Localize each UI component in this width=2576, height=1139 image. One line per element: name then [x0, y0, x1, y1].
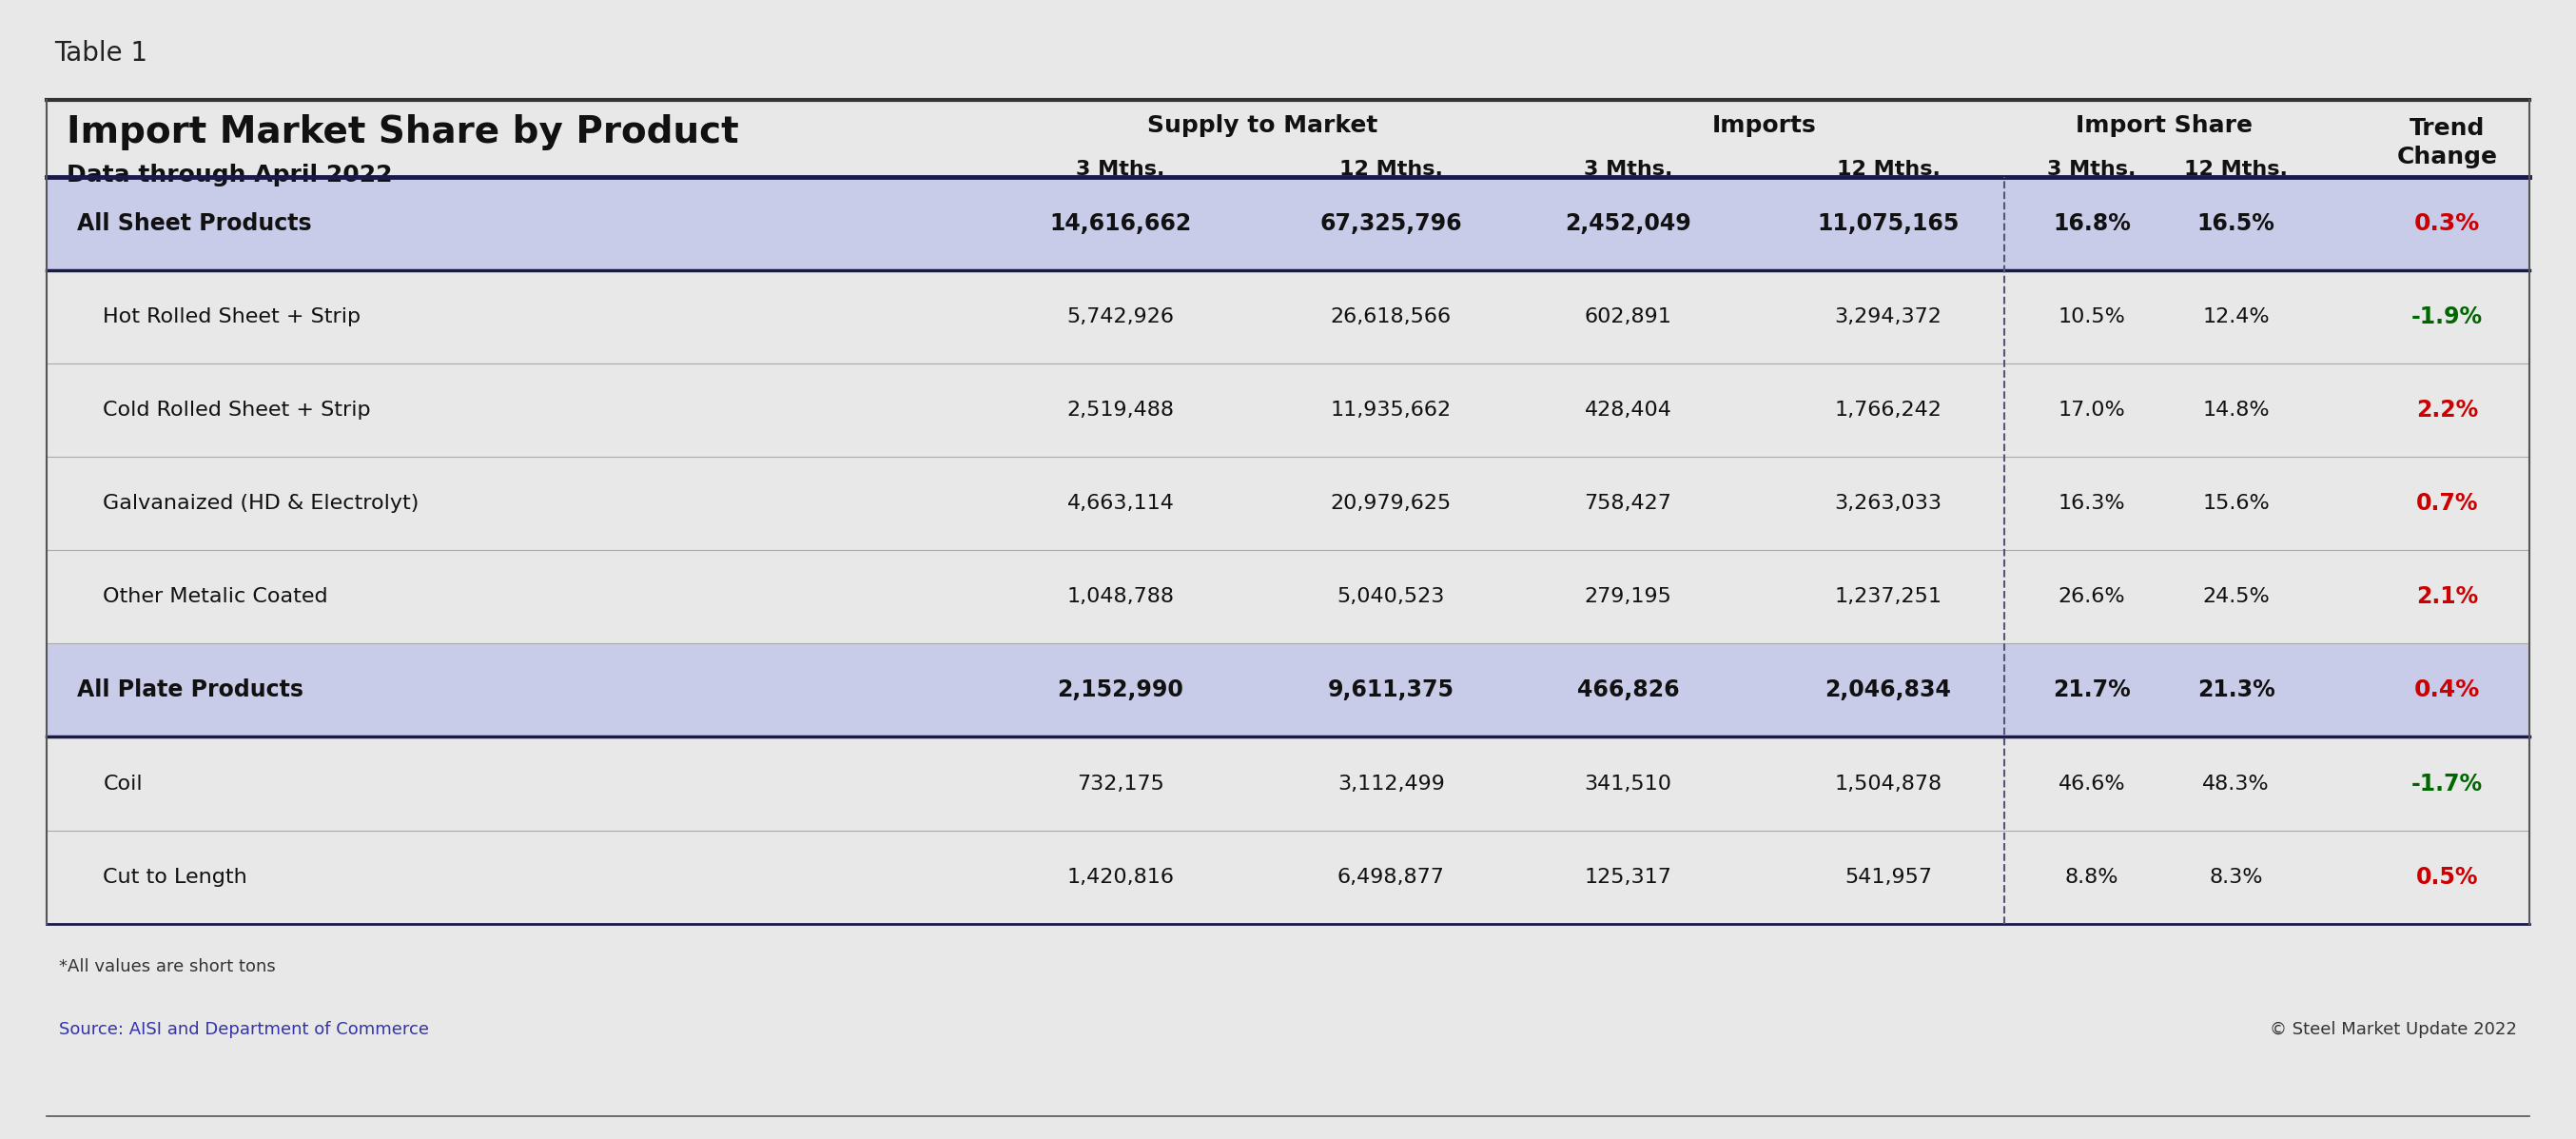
- Text: 16.8%: 16.8%: [2053, 212, 2130, 235]
- Text: Cut to Length: Cut to Length: [103, 868, 247, 886]
- Text: 16.3%: 16.3%: [2058, 494, 2125, 513]
- Text: 10.5%: 10.5%: [2058, 308, 2125, 326]
- Text: 0.5%: 0.5%: [2416, 866, 2478, 888]
- Bar: [46, 457, 2530, 550]
- Text: 2,046,834: 2,046,834: [1824, 679, 1953, 702]
- Text: 21.3%: 21.3%: [2197, 679, 2275, 702]
- Text: 3,294,372: 3,294,372: [1834, 308, 1942, 326]
- Text: 4,663,114: 4,663,114: [1066, 494, 1175, 513]
- Text: 1,504,878: 1,504,878: [1834, 775, 1942, 793]
- Text: 5,742,926: 5,742,926: [1066, 308, 1175, 326]
- Text: 1,766,242: 1,766,242: [1834, 401, 1942, 419]
- Text: 26,618,566: 26,618,566: [1332, 308, 1450, 326]
- Text: 1,048,788: 1,048,788: [1066, 588, 1175, 606]
- Text: 1,237,251: 1,237,251: [1834, 588, 1942, 606]
- Text: All Plate Products: All Plate Products: [77, 679, 304, 702]
- Text: 3,112,499: 3,112,499: [1337, 775, 1445, 793]
- Text: 12.4%: 12.4%: [2202, 308, 2269, 326]
- Text: 6,498,877: 6,498,877: [1337, 868, 1445, 886]
- Text: 48.3%: 48.3%: [2202, 775, 2269, 793]
- Text: 732,175: 732,175: [1077, 775, 1164, 793]
- Text: 3 Mths.: 3 Mths.: [1584, 159, 1672, 179]
- Text: 279,195: 279,195: [1584, 588, 1672, 606]
- Text: © Steel Market Update 2022: © Steel Market Update 2022: [2269, 1021, 2517, 1038]
- Text: 602,891: 602,891: [1584, 308, 1672, 326]
- Text: 12 Mths.: 12 Mths.: [1340, 159, 1443, 179]
- Text: 11,075,165: 11,075,165: [1816, 212, 1960, 235]
- Text: STEEL MARKET UPDATE: STEEL MARKET UPDATE: [835, 536, 1741, 603]
- Bar: [46, 550, 2530, 644]
- Text: 16.5%: 16.5%: [2197, 212, 2275, 235]
- Text: Imports: Imports: [1713, 114, 1816, 137]
- Text: Trend
Change: Trend Change: [2396, 117, 2499, 169]
- Text: 0.7%: 0.7%: [2416, 492, 2478, 515]
- Text: 2,519,488: 2,519,488: [1066, 401, 1175, 419]
- Text: 2.1%: 2.1%: [2416, 585, 2478, 608]
- Text: 3,263,033: 3,263,033: [1834, 494, 1942, 513]
- Text: 46.6%: 46.6%: [2058, 775, 2125, 793]
- Text: -1.7%: -1.7%: [2411, 772, 2483, 795]
- Text: 5,040,523: 5,040,523: [1337, 588, 1445, 606]
- Text: Galvanaized (HD & Electrolyt): Galvanaized (HD & Electrolyt): [103, 494, 420, 513]
- Text: 8.8%: 8.8%: [2066, 868, 2117, 886]
- Text: Import Market Share by Product: Import Market Share by Product: [67, 114, 739, 150]
- Text: 3 Mths.: 3 Mths.: [1077, 159, 1164, 179]
- Bar: [46, 363, 2530, 457]
- Text: 12 Mths.: 12 Mths.: [1837, 159, 1940, 179]
- Text: 8.3%: 8.3%: [2210, 868, 2262, 886]
- Text: 1,420,816: 1,420,816: [1066, 868, 1175, 886]
- Text: Supply to Market: Supply to Market: [1146, 114, 1378, 137]
- Text: Coil: Coil: [103, 775, 142, 793]
- Text: 0.3%: 0.3%: [2414, 212, 2481, 235]
- Text: 125,317: 125,317: [1584, 868, 1672, 886]
- Text: -1.9%: -1.9%: [2411, 305, 2483, 328]
- Text: 758,427: 758,427: [1584, 494, 1672, 513]
- Bar: [46, 270, 2530, 363]
- Text: 14,616,662: 14,616,662: [1048, 212, 1193, 235]
- Text: Data through April 2022: Data through April 2022: [67, 164, 392, 187]
- Text: 12 Mths.: 12 Mths.: [2184, 159, 2287, 179]
- Text: 3 Mths.: 3 Mths.: [2048, 159, 2136, 179]
- Text: 2.2%: 2.2%: [2416, 399, 2478, 421]
- Text: All Sheet Products: All Sheet Products: [77, 212, 312, 235]
- Text: 0.4%: 0.4%: [2414, 679, 2481, 702]
- Text: Cold Rolled Sheet + Strip: Cold Rolled Sheet + Strip: [103, 401, 371, 419]
- Bar: [46, 644, 2530, 737]
- Text: 20,979,625: 20,979,625: [1332, 494, 1450, 513]
- Text: Hot Rolled Sheet + Strip: Hot Rolled Sheet + Strip: [103, 308, 361, 326]
- Bar: [46, 737, 2530, 830]
- Text: 9,611,375: 9,611,375: [1327, 679, 1455, 702]
- Text: 24.5%: 24.5%: [2202, 588, 2269, 606]
- Text: *All values are short tons: *All values are short tons: [59, 958, 276, 975]
- Text: 2,452,049: 2,452,049: [1564, 212, 1692, 235]
- Bar: [46, 177, 2530, 270]
- Text: 14.8%: 14.8%: [2202, 401, 2269, 419]
- Text: Table 1: Table 1: [54, 40, 147, 66]
- Text: Other Metalic Coated: Other Metalic Coated: [103, 588, 327, 606]
- Text: 67,325,796: 67,325,796: [1319, 212, 1463, 235]
- Text: Source: AISI and Department of Commerce: Source: AISI and Department of Commerce: [59, 1021, 430, 1038]
- Text: 17.0%: 17.0%: [2058, 401, 2125, 419]
- Bar: [46, 830, 2530, 924]
- Text: 466,826: 466,826: [1577, 679, 1680, 702]
- Text: 341,510: 341,510: [1584, 775, 1672, 793]
- Text: 21.7%: 21.7%: [2053, 679, 2130, 702]
- Text: 11,935,662: 11,935,662: [1332, 401, 1450, 419]
- Text: 26.6%: 26.6%: [2058, 588, 2125, 606]
- Text: 428,404: 428,404: [1584, 401, 1672, 419]
- Text: Import Share: Import Share: [2076, 114, 2251, 137]
- Text: 541,957: 541,957: [1844, 868, 1932, 886]
- Text: 2,152,990: 2,152,990: [1056, 679, 1185, 702]
- Text: 15.6%: 15.6%: [2202, 494, 2269, 513]
